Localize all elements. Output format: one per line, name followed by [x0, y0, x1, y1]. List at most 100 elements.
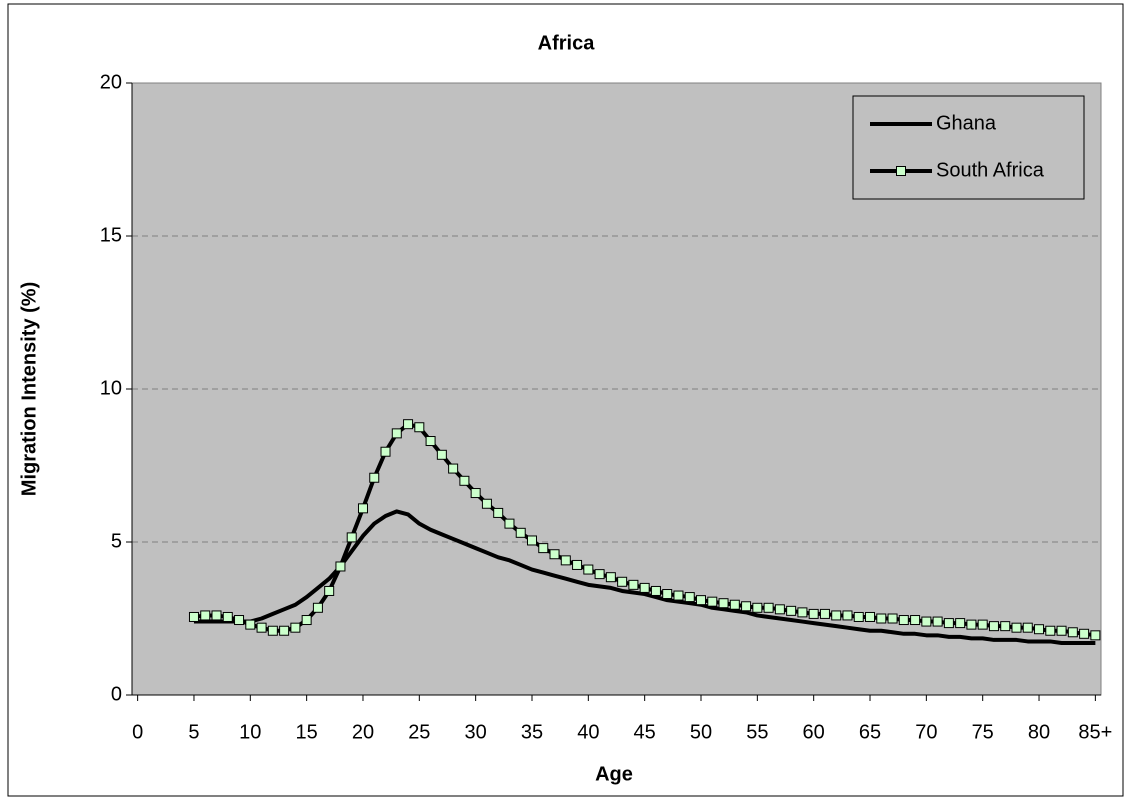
series-marker: [831, 610, 842, 621]
series-marker: [549, 549, 560, 560]
series-marker: [1034, 624, 1045, 635]
series-marker: [357, 503, 368, 514]
x-tick-label: 60: [803, 721, 825, 743]
series-marker: [369, 472, 380, 483]
series-marker: [898, 615, 909, 626]
series-marker: [301, 615, 312, 626]
series-marker: [932, 616, 943, 627]
x-tick-label: 70: [915, 721, 937, 743]
series-marker: [639, 582, 650, 593]
series-marker: [650, 585, 661, 596]
series-marker: [414, 422, 425, 433]
series-marker: [256, 622, 267, 633]
series-marker: [448, 463, 459, 474]
series-marker: [1079, 628, 1090, 639]
series-marker: [267, 625, 278, 636]
x-tick-label: 50: [690, 721, 712, 743]
series-marker: [234, 615, 245, 626]
legend-label: Ghana: [936, 112, 997, 134]
series-marker: [1011, 622, 1022, 633]
series-marker: [707, 596, 718, 607]
series-marker: [515, 527, 526, 538]
x-tick-label: 20: [352, 721, 374, 743]
y-tick-label: 10: [100, 377, 122, 399]
series-marker: [583, 564, 594, 575]
series-marker: [819, 608, 830, 619]
series-marker: [774, 604, 785, 615]
series-marker: [910, 615, 921, 626]
legend-marker: [896, 166, 906, 176]
series-marker: [493, 507, 504, 518]
series-marker: [312, 602, 323, 613]
y-axis-label: Migration Intensity (%): [18, 282, 40, 496]
series-marker: [1000, 621, 1011, 632]
series-marker: [1067, 627, 1078, 638]
series-marker: [346, 532, 357, 543]
series-marker: [538, 543, 549, 554]
series-marker: [808, 608, 819, 619]
x-tick-label: 40: [577, 721, 599, 743]
x-axis-label: Age: [595, 763, 633, 785]
series-marker: [977, 619, 988, 630]
series-marker: [617, 576, 628, 587]
series-marker: [988, 621, 999, 632]
x-tick-label: 30: [465, 721, 487, 743]
series-marker: [865, 611, 876, 622]
x-tick-label: 35: [521, 721, 543, 743]
series-marker: [188, 611, 199, 622]
series-marker: [741, 601, 752, 612]
series-marker: [245, 619, 256, 630]
series-marker: [526, 535, 537, 546]
series-marker: [504, 518, 515, 529]
x-tick-label: 10: [239, 721, 261, 743]
series-marker: [481, 498, 492, 509]
series-marker: [470, 488, 481, 499]
y-tick-label: 0: [111, 683, 122, 705]
x-tick-label: 0: [132, 721, 143, 743]
series-marker: [1045, 625, 1056, 636]
series-marker: [696, 595, 707, 606]
series-marker: [605, 572, 616, 583]
series-marker: [842, 610, 853, 621]
series-marker: [1090, 630, 1101, 641]
series-marker: [1022, 622, 1033, 633]
series-marker: [459, 475, 470, 486]
legend-box: [852, 95, 1085, 200]
series-marker: [966, 619, 977, 630]
series-marker: [572, 559, 583, 570]
x-tick-label: 80: [1028, 721, 1050, 743]
y-tick-label: 20: [100, 71, 122, 93]
series-marker: [921, 616, 932, 627]
chart-title: Africa: [538, 32, 596, 54]
series-marker: [436, 449, 447, 460]
series-marker: [684, 592, 695, 603]
series-marker: [628, 579, 639, 590]
series-marker: [594, 569, 605, 580]
series-marker: [718, 598, 729, 609]
series-marker: [335, 561, 346, 572]
series-marker: [752, 602, 763, 613]
x-tick-label: 25: [408, 721, 430, 743]
series-marker: [763, 602, 774, 613]
series-marker: [403, 419, 414, 430]
series-marker: [200, 610, 211, 621]
series-marker: [380, 446, 391, 457]
y-tick-label: 5: [111, 530, 122, 552]
x-tick-label: 75: [972, 721, 994, 743]
series-marker: [673, 590, 684, 601]
x-tick-label: 65: [859, 721, 881, 743]
series-marker: [887, 613, 898, 624]
legend-label: South Africa: [936, 159, 1045, 181]
y-tick-label: 15: [100, 224, 122, 246]
series-marker: [222, 611, 233, 622]
series-marker: [1056, 625, 1067, 636]
series-marker: [391, 428, 402, 439]
x-tick-label: 5: [188, 721, 199, 743]
legend: Ghana South Africa: [852, 95, 1085, 200]
series-marker: [853, 611, 864, 622]
series-marker: [955, 618, 966, 629]
series-marker: [279, 625, 290, 636]
x-tick-label: 15: [296, 721, 318, 743]
series-marker: [211, 610, 222, 621]
